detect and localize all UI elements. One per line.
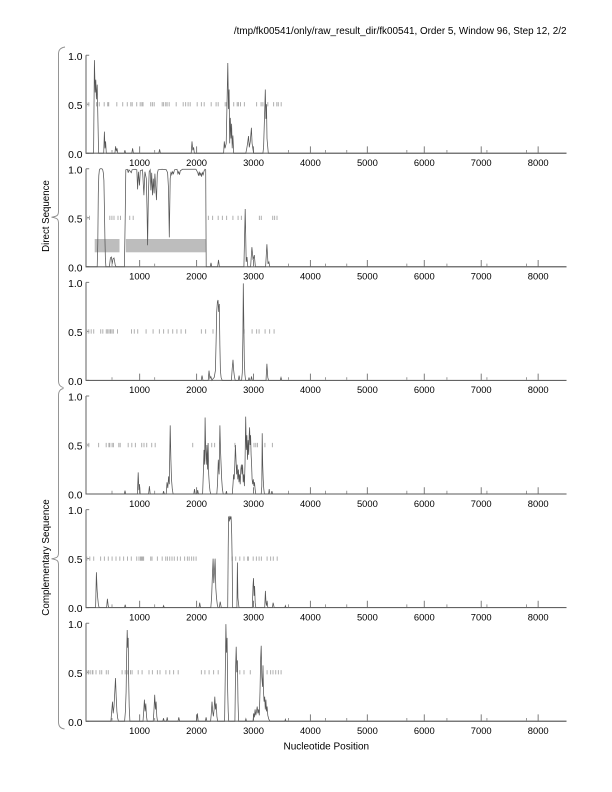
svg-text:5000: 5000 xyxy=(357,498,378,509)
svg-text:6000: 6000 xyxy=(414,498,435,509)
svg-text:1000: 1000 xyxy=(129,725,150,736)
svg-text:8000: 8000 xyxy=(528,384,549,395)
svg-text:0.5: 0.5 xyxy=(68,328,83,339)
svg-text:4000: 4000 xyxy=(300,725,321,736)
svg-text:2000: 2000 xyxy=(186,384,207,395)
svg-text:2000: 2000 xyxy=(186,157,207,168)
svg-text:6000: 6000 xyxy=(414,384,435,395)
svg-text:7000: 7000 xyxy=(471,725,492,736)
svg-text:8000: 8000 xyxy=(528,725,549,736)
svg-text:0.0: 0.0 xyxy=(68,491,83,502)
svg-text:7000: 7000 xyxy=(471,157,492,168)
svg-text:1000: 1000 xyxy=(129,384,150,395)
svg-text:4000: 4000 xyxy=(300,611,321,622)
svg-text:1.0: 1.0 xyxy=(68,165,83,176)
svg-text:5000: 5000 xyxy=(357,725,378,736)
svg-text:8000: 8000 xyxy=(528,498,549,509)
svg-text:1.0: 1.0 xyxy=(68,506,83,517)
svg-text:1.0: 1.0 xyxy=(68,620,83,631)
svg-text:0.0: 0.0 xyxy=(68,263,83,274)
svg-text:3000: 3000 xyxy=(243,725,264,736)
svg-text:5000: 5000 xyxy=(357,384,378,395)
svg-text:Direct Sequence: Direct Sequence xyxy=(41,180,52,252)
svg-text:Nucleotide Position: Nucleotide Position xyxy=(283,742,369,753)
svg-text:8000: 8000 xyxy=(528,611,549,622)
svg-text:6000: 6000 xyxy=(414,157,435,168)
svg-text:4000: 4000 xyxy=(300,271,321,282)
svg-text:1.0: 1.0 xyxy=(68,52,83,63)
svg-text:6000: 6000 xyxy=(414,611,435,622)
svg-text:1000: 1000 xyxy=(129,271,150,282)
svg-text:Complementary Sequence: Complementary Sequence xyxy=(41,499,52,616)
svg-text:3000: 3000 xyxy=(243,384,264,395)
svg-text:6000: 6000 xyxy=(414,725,435,736)
svg-text:3000: 3000 xyxy=(243,498,264,509)
svg-text:2000: 2000 xyxy=(186,498,207,509)
svg-text:0.0: 0.0 xyxy=(68,718,83,729)
svg-text:4000: 4000 xyxy=(300,384,321,395)
svg-text:3000: 3000 xyxy=(243,271,264,282)
svg-text:5000: 5000 xyxy=(357,271,378,282)
svg-text:7000: 7000 xyxy=(471,384,492,395)
svg-text:1.0: 1.0 xyxy=(68,393,83,404)
svg-text:1000: 1000 xyxy=(129,498,150,509)
svg-text:0.0: 0.0 xyxy=(68,150,83,161)
svg-text:2000: 2000 xyxy=(186,271,207,282)
svg-text:/tmp/fk00541/only/raw_result_d: /tmp/fk00541/only/raw_result_dir/fk00541… xyxy=(234,26,567,37)
svg-text:3000: 3000 xyxy=(243,611,264,622)
svg-text:8000: 8000 xyxy=(528,271,549,282)
svg-text:0.5: 0.5 xyxy=(68,669,83,680)
svg-text:1000: 1000 xyxy=(129,611,150,622)
svg-text:0.5: 0.5 xyxy=(68,214,83,225)
svg-text:2000: 2000 xyxy=(186,725,207,736)
svg-text:4000: 4000 xyxy=(300,498,321,509)
svg-text:7000: 7000 xyxy=(471,611,492,622)
svg-text:1000: 1000 xyxy=(129,157,150,168)
svg-text:2000: 2000 xyxy=(186,611,207,622)
svg-text:5000: 5000 xyxy=(357,611,378,622)
svg-text:8000: 8000 xyxy=(528,157,549,168)
svg-text:0.5: 0.5 xyxy=(68,555,83,566)
svg-text:3000: 3000 xyxy=(243,157,264,168)
svg-text:7000: 7000 xyxy=(471,271,492,282)
svg-text:0.5: 0.5 xyxy=(68,101,83,112)
svg-text:5000: 5000 xyxy=(357,157,378,168)
svg-text:1.0: 1.0 xyxy=(68,279,83,290)
svg-text:6000: 6000 xyxy=(414,271,435,282)
svg-text:4000: 4000 xyxy=(300,157,321,168)
svg-text:7000: 7000 xyxy=(471,498,492,509)
svg-text:0.0: 0.0 xyxy=(68,604,83,615)
svg-text:0.5: 0.5 xyxy=(68,442,83,453)
svg-text:0.0: 0.0 xyxy=(68,377,83,388)
